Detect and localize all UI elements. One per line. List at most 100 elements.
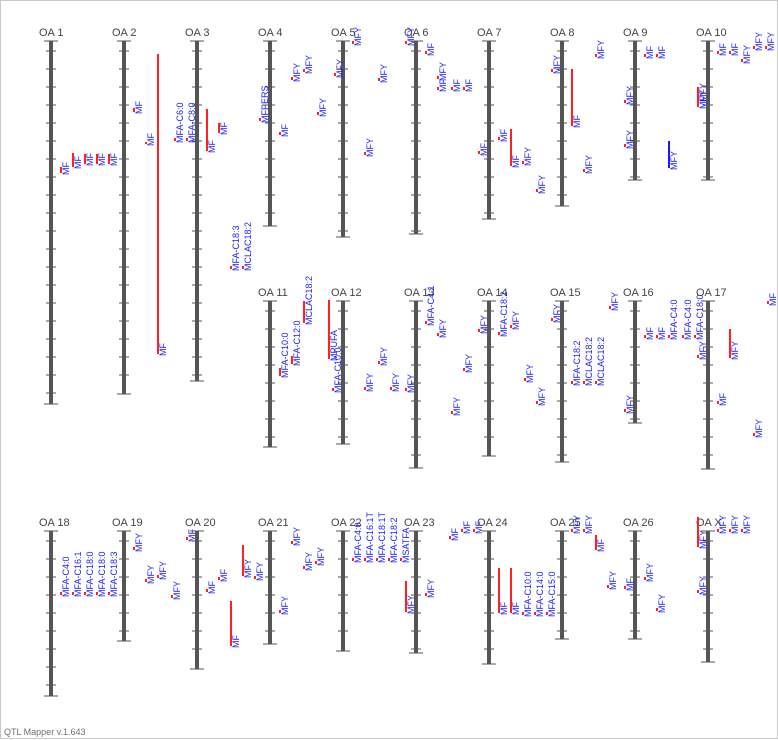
qtl-label[interactable]: MFY: [523, 147, 533, 166]
qtl-label[interactable]: MFY: [669, 151, 679, 170]
qtl-label[interactable]: MFY: [406, 595, 416, 614]
qtl-label[interactable]: MFA-C18:0: [97, 551, 107, 597]
qtl-label[interactable]: MFA-C4:1: [426, 285, 436, 326]
qtl-label[interactable]: MFY: [335, 59, 345, 78]
qtl-label[interactable]: MFY: [625, 130, 635, 149]
qtl-label[interactable]: MF: [572, 115, 582, 128]
qtl-label[interactable]: MFA-C15:0: [547, 571, 557, 617]
qtl-label[interactable]: MF: [452, 79, 462, 92]
qtl-label[interactable]: MF: [109, 153, 119, 166]
qtl-label[interactable]: MFY: [645, 563, 655, 582]
qtl-label[interactable]: MFY: [379, 64, 389, 83]
qtl-label[interactable]: MFY: [698, 341, 708, 360]
qtl-label[interactable]: MF: [134, 101, 144, 114]
qtl-label[interactable]: MFY: [379, 347, 389, 366]
qtl-label[interactable]: MFY: [537, 387, 547, 406]
qtl-label[interactable]: MFY: [391, 373, 401, 392]
qtl-label[interactable]: MF: [85, 153, 95, 166]
qtl-label[interactable]: MFPERS: [260, 85, 270, 123]
qtl-label[interactable]: MFA-C4:0: [61, 556, 71, 597]
qtl-label[interactable]: MF: [219, 569, 229, 582]
qtl-label[interactable]: MFY: [754, 32, 764, 51]
qtl-label[interactable]: MF: [187, 529, 197, 542]
qtl-label[interactable]: MFA-C10:0: [523, 571, 533, 617]
qtl-label[interactable]: MF: [158, 343, 168, 356]
qtl-label[interactable]: MFY: [552, 304, 562, 323]
qtl-label[interactable]: MFY: [316, 547, 326, 566]
qtl-label[interactable]: MCLAC18:2: [304, 276, 314, 325]
qtl-label[interactable]: MFY: [511, 311, 521, 330]
qtl-label[interactable]: MPUFA: [329, 330, 339, 361]
qtl-label[interactable]: MFA-C18:1T: [377, 511, 387, 563]
qtl-label[interactable]: MFA-C8:0: [187, 102, 197, 143]
qtl-label[interactable]: MF: [73, 156, 83, 169]
qtl-label[interactable]: MFY: [766, 32, 776, 51]
qtl-label[interactable]: MFY: [657, 594, 667, 613]
qtl-label[interactable]: MCLAC18:2: [596, 337, 606, 386]
qtl-label[interactable]: MFY: [537, 175, 547, 194]
qtl-label[interactable]: MF: [499, 602, 509, 615]
qtl-label[interactable]: MFA-C18:2: [572, 340, 582, 386]
qtl-label[interactable]: MF: [207, 581, 217, 594]
qtl-label[interactable]: MF: [438, 79, 448, 92]
qtl-label[interactable]: MF: [464, 79, 474, 92]
qtl-label[interactable]: MFY: [353, 27, 363, 46]
qtl-label[interactable]: MFY: [134, 533, 144, 552]
qtl-label[interactable]: MFA-C4:0: [669, 299, 679, 340]
qtl-label[interactable]: MCLAC18:2: [243, 222, 253, 271]
qtl-label[interactable]: MFA-C18:0: [695, 294, 705, 340]
qtl-label[interactable]: MFY: [172, 581, 182, 600]
qtl-label[interactable]: MFY: [698, 576, 708, 595]
qtl-label[interactable]: MFA-C6:0: [175, 102, 185, 143]
qtl-label[interactable]: MF: [462, 521, 472, 534]
qtl-label[interactable]: MF: [718, 393, 728, 406]
qtl-label[interactable]: MFY: [318, 98, 328, 117]
qtl-label[interactable]: MFA-C14:0: [535, 571, 545, 617]
qtl-label[interactable]: MF: [426, 43, 436, 56]
qtl-label[interactable]: MFA-C4:0: [683, 299, 693, 340]
qtl-label[interactable]: MF: [768, 293, 778, 306]
qtl-label[interactable]: MFY: [596, 40, 606, 59]
qtl-label[interactable]: MFA-C18:3: [109, 551, 119, 597]
qtl-label[interactable]: MF: [146, 133, 156, 146]
qtl-label[interactable]: MFY: [625, 395, 635, 414]
qtl-label[interactable]: MFY: [426, 579, 436, 598]
qtl-label[interactable]: MF: [718, 43, 728, 56]
qtl-label[interactable]: MFY: [304, 552, 314, 571]
qtl-label[interactable]: MF: [97, 153, 107, 166]
qtl-label[interactable]: MF: [219, 122, 229, 135]
qtl-label[interactable]: MF: [657, 46, 667, 59]
qtl-label[interactable]: MF: [625, 578, 635, 591]
qtl-label[interactable]: MF: [479, 143, 489, 156]
qtl-label[interactable]: MF: [596, 539, 606, 552]
qtl-label[interactable]: MF: [511, 155, 521, 168]
qtl-label[interactable]: MFY: [452, 397, 462, 416]
qtl-label[interactable]: MF: [730, 43, 740, 56]
qtl-label[interactable]: MFY: [365, 373, 375, 392]
qtl-label[interactable]: MF: [657, 327, 667, 340]
qtl-label[interactable]: MFY: [292, 527, 302, 546]
qtl-label[interactable]: MFA-C10:0: [280, 332, 290, 378]
qtl-label[interactable]: MFY: [572, 515, 582, 534]
qtl-label[interactable]: MFY: [438, 62, 448, 81]
qtl-label[interactable]: MFA-C4:0: [353, 522, 363, 563]
qtl-label[interactable]: MFY: [742, 515, 752, 534]
qtl-label[interactable]: MFY: [146, 565, 156, 584]
qtl-label[interactable]: MF: [280, 124, 290, 137]
qtl-label[interactable]: MF: [645, 327, 655, 340]
qtl-label[interactable]: MFA-C16:1T: [365, 511, 375, 563]
qtl-label[interactable]: MFY: [365, 138, 375, 157]
qtl-label[interactable]: MFY: [525, 364, 535, 383]
qtl-label[interactable]: MF: [645, 46, 655, 59]
qtl-label[interactable]: MFY: [698, 530, 708, 549]
qtl-label[interactable]: MFY: [280, 596, 290, 615]
qtl-label[interactable]: MFY: [698, 83, 708, 102]
qtl-label[interactable]: MFA-C18:3: [231, 225, 241, 271]
qtl-label[interactable]: MFA-C10:0: [333, 347, 343, 393]
qtl-label[interactable]: MFA-C16:1: [73, 551, 83, 597]
qtl-label[interactable]: MFY: [406, 27, 416, 46]
qtl-label[interactable]: MF: [207, 140, 217, 153]
qtl-label[interactable]: MFY: [730, 515, 740, 534]
qtl-label[interactable]: MFY: [608, 571, 618, 590]
qtl-label[interactable]: MFY: [479, 315, 489, 334]
